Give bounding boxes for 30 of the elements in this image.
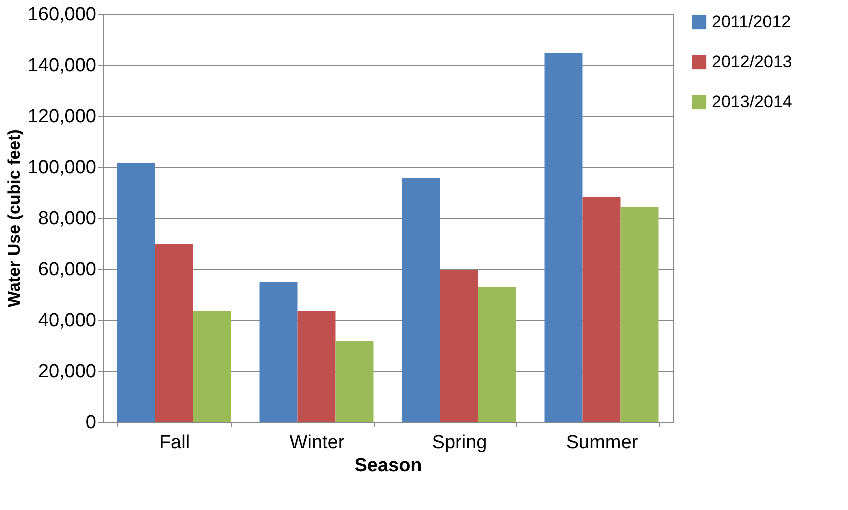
y-axis-title: Water Use (cubic feet) bbox=[4, 130, 24, 308]
bar bbox=[117, 163, 156, 422]
legend-label: 2013/2014 bbox=[712, 92, 792, 112]
y-tick-label: 80,000 bbox=[38, 208, 96, 230]
x-tick-label: Summer bbox=[566, 432, 639, 454]
y-tick-label: 160,000 bbox=[28, 4, 96, 26]
bar bbox=[544, 53, 583, 422]
x-axis-title: Season bbox=[354, 456, 422, 476]
x-tick-label: Fall bbox=[159, 432, 190, 454]
y-tick-label: 100,000 bbox=[28, 158, 96, 178]
bar bbox=[402, 178, 440, 422]
legend-label: 2011/2012 bbox=[712, 12, 792, 32]
bar bbox=[260, 282, 298, 422]
bar bbox=[336, 341, 374, 422]
bar bbox=[478, 287, 516, 422]
y-tick-label: 140,000 bbox=[28, 56, 96, 76]
bar bbox=[620, 207, 659, 422]
bar bbox=[155, 244, 194, 422]
bar bbox=[193, 311, 232, 422]
bar bbox=[440, 270, 478, 422]
y-tick-label: 40,000 bbox=[38, 310, 96, 332]
x-tick-label: Winter bbox=[290, 432, 346, 454]
legend-label: 2012/2013 bbox=[712, 52, 792, 72]
y-tick-label: 120,000 bbox=[28, 106, 96, 128]
x-tick-label: Spring bbox=[432, 432, 488, 454]
y-tick-label: 60,000 bbox=[38, 260, 96, 280]
bar bbox=[582, 197, 621, 422]
y-tick-label: 20,000 bbox=[38, 362, 96, 382]
y-tick-label: 0 bbox=[86, 412, 96, 434]
bar bbox=[298, 311, 336, 422]
